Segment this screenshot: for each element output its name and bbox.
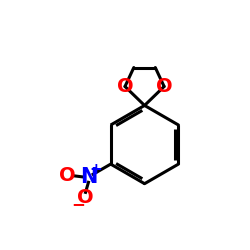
Text: −: − (71, 195, 85, 213)
Text: O: O (117, 77, 133, 96)
Text: N: N (80, 167, 97, 187)
Text: O: O (156, 77, 172, 96)
Text: O: O (77, 188, 94, 207)
Text: +: + (90, 162, 102, 177)
Text: O: O (59, 166, 76, 185)
